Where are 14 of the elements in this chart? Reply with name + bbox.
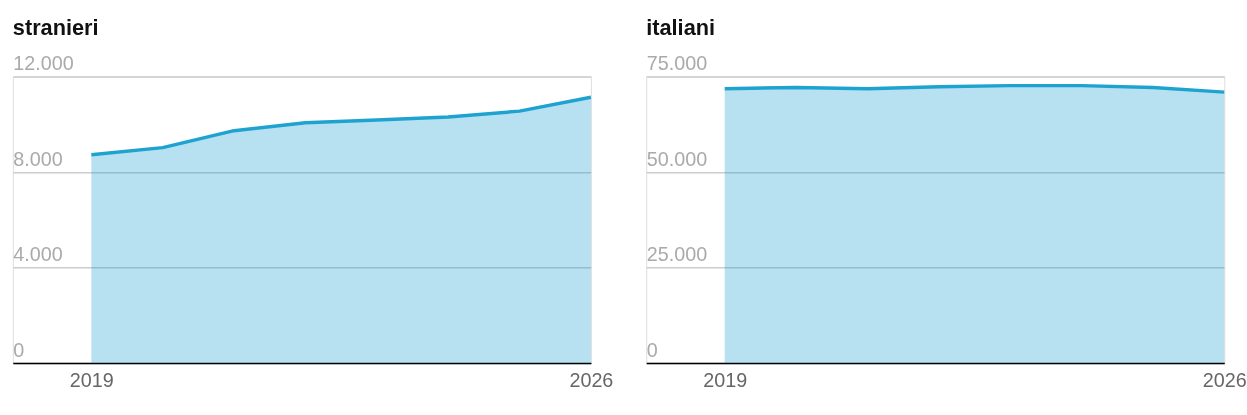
y-tick-label: 0 [13,338,25,361]
y-tick-label: 25.000 [646,243,708,266]
y-tick-label: 0 [646,338,658,361]
y-tick-label: 4.000 [13,243,63,266]
x-tick-label: 2026 [1202,369,1247,392]
chart-title: stranieri [12,14,99,40]
y-tick-label: 12.000 [13,52,74,75]
chart-title: italiani [646,14,716,40]
x-tick-label: 2019 [69,369,114,392]
y-tick-label: 50.000 [646,147,708,170]
x-tick-label: 2026 [569,369,614,392]
y-tick-label: 8.000 [13,147,63,170]
y-tick-label: 75.000 [646,52,708,75]
x-tick-label: 2019 [703,369,748,392]
